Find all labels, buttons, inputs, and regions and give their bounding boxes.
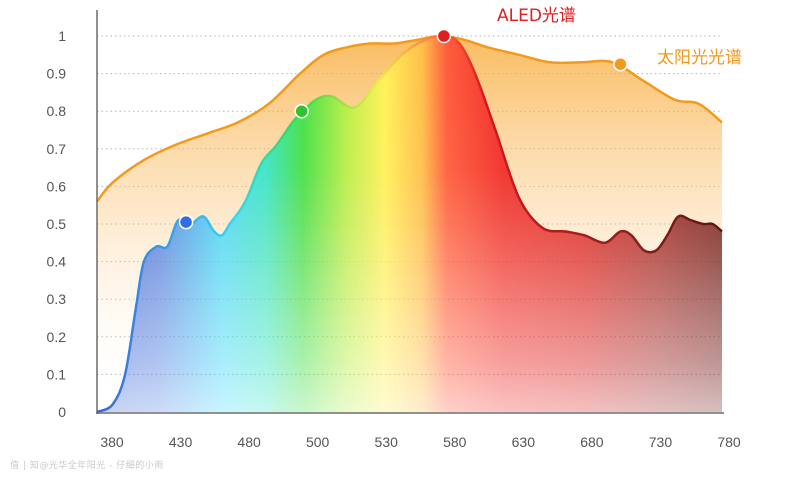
y-tick-label: 0.9 xyxy=(47,66,67,82)
legend-sun-label: 太阳光光谱 xyxy=(657,48,742,68)
x-tick-label: 780 xyxy=(717,434,741,450)
x-tick-label: 580 xyxy=(443,434,467,450)
y-tick-label: 0.4 xyxy=(47,254,67,270)
x-tick-label: 500 xyxy=(306,434,330,450)
data-point-marker xyxy=(178,214,194,230)
x-tick-label: 730 xyxy=(649,434,673,450)
x-tick-label: 630 xyxy=(512,434,536,450)
aled-spectrum-area xyxy=(97,35,722,412)
x-tick-label: 530 xyxy=(375,434,399,450)
y-tick-label: 0.8 xyxy=(47,103,67,119)
y-axis: 0 0.1 0.2 0.3 0.4 0.5 0.6 0.7 0.8 0.9 1 xyxy=(47,28,67,420)
y-tick-label: 0.6 xyxy=(47,178,67,194)
x-tick-label: 480 xyxy=(237,434,261,450)
data-point-marker xyxy=(294,103,309,119)
x-tick-label: 430 xyxy=(169,434,193,450)
data-point-marker xyxy=(436,28,452,44)
data-markers xyxy=(178,28,628,230)
y-tick-label: 0.2 xyxy=(47,329,67,345)
y-tick-label: 0.7 xyxy=(47,141,67,157)
y-tick-label: 0 xyxy=(58,404,66,420)
x-tick-label: 380 xyxy=(100,434,124,450)
x-tick-label: 680 xyxy=(580,434,604,450)
legend-aled-label: ALED光谱 xyxy=(497,6,576,26)
y-tick-label: 0.5 xyxy=(47,216,67,232)
y-tick-label: 0.3 xyxy=(47,291,67,307)
y-tick-label: 0.1 xyxy=(47,366,67,382)
aled-spectrum-line xyxy=(96,34,723,414)
y-tick-label: 1 xyxy=(58,28,66,44)
watermark: 值 | 知@光华全年阳光 - 仔细的小雨 xyxy=(10,461,164,471)
data-point-marker xyxy=(613,56,628,72)
x-axis: 380 430 480 500 530 580 630 680 730 780 xyxy=(100,434,741,450)
